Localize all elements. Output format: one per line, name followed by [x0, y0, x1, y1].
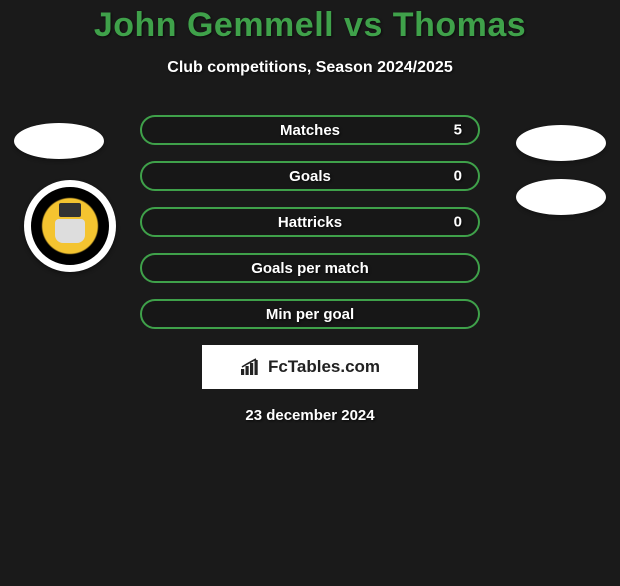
- subtitle: Club competitions, Season 2024/2025: [0, 59, 620, 77]
- stat-label: Goals: [289, 168, 331, 185]
- stats-panel: Matches 5 Goals 0 Hattricks 0 Goals per …: [140, 115, 480, 329]
- club-crest-inner: [31, 187, 109, 265]
- page-title: John Gemmell vs Thomas: [0, 6, 620, 45]
- brand-text: FcTables.com: [268, 357, 380, 377]
- player-badge-right-1: [516, 125, 606, 161]
- stat-row-min-per-goal: Min per goal: [140, 299, 480, 329]
- stat-row-hattricks: Hattricks 0: [140, 207, 480, 237]
- stat-row-matches: Matches 5: [140, 115, 480, 145]
- stat-value: 0: [454, 168, 462, 185]
- stat-value: 0: [454, 214, 462, 231]
- stat-row-goals-per-match: Goals per match: [140, 253, 480, 283]
- stat-label: Matches: [280, 122, 340, 139]
- brand-box[interactable]: FcTables.com: [202, 345, 418, 389]
- stat-label: Hattricks: [278, 214, 342, 231]
- bar-chart-icon: [240, 358, 262, 376]
- player-badge-left: [14, 123, 104, 159]
- stat-label: Goals per match: [251, 260, 369, 277]
- stat-label: Min per goal: [266, 306, 354, 323]
- stat-row-goals: Goals 0: [140, 161, 480, 191]
- club-crest: [24, 180, 116, 272]
- player-badge-right-2: [516, 179, 606, 215]
- date-line: 23 december 2024: [0, 407, 620, 424]
- stat-value: 5: [454, 122, 462, 139]
